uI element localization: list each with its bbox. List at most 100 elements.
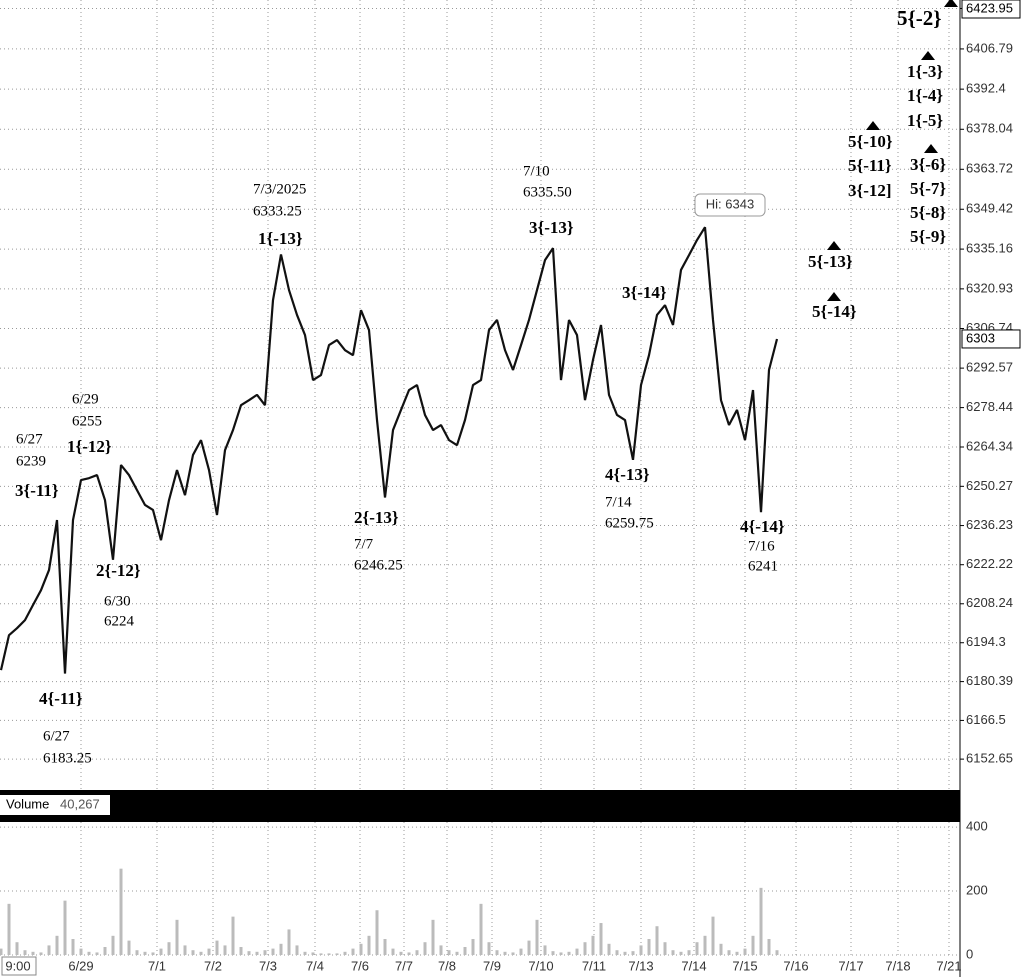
volume-bar [183,945,187,955]
annotation: 3{-11} [15,481,59,500]
price-tag-label: 6303 [966,330,995,345]
annotation: 3{-6} [910,155,946,174]
volume-bar [503,951,507,955]
volume-bar [31,951,35,955]
y-tick-label: 6335.16 [966,241,1013,256]
x-tick-label: 7/21 [936,958,961,973]
volume-title: Volume [6,796,49,811]
annotation: 4{-11} [39,689,83,708]
annotation: 6241 [748,558,778,574]
y-tick-label: 400 [966,819,988,834]
volume-bar [103,947,107,955]
volume-bar [247,951,251,955]
volume-bar [679,951,683,955]
x-tick-label: 6/29 [68,958,93,973]
volume-bar [663,942,667,955]
target-marker [866,121,880,130]
y-tick-label: 6378.04 [966,121,1013,136]
volume-bar [479,903,483,955]
annotation: 6255 [72,413,102,429]
volume-bar [471,939,475,955]
annotation: 5{-14} [812,302,857,321]
volume-bar [631,951,635,955]
volume-bar [775,950,779,955]
volume-bar [519,948,523,955]
volume-bar [263,950,267,955]
volume-bar [591,935,595,955]
volume-bar [607,943,611,955]
volume-bar [767,939,771,955]
volume-bar [175,919,179,955]
volume-bar [567,951,571,955]
volume-bar [551,951,555,955]
volume-bar [55,935,59,955]
volume-bar [495,950,499,955]
volume-bar [23,950,27,955]
x-tick-label: 7/13 [628,958,653,973]
volume-bar [71,939,75,955]
volume-bar [271,948,275,955]
annotation: 3{-14} [622,283,667,302]
volume-bar [687,950,691,955]
y-tick-label: 6392.4 [966,81,1006,96]
annotation: 5{-13} [808,252,853,271]
volume-bar [143,951,147,955]
price-tag-box [961,329,1021,349]
annotation: 3{-13} [529,218,574,237]
annotation: 6/27 [43,728,70,744]
volume-bar [159,948,163,955]
volume-bar [215,940,219,955]
volume-bar [703,935,707,955]
volume-bar [639,945,643,955]
volume-bar [7,903,11,955]
volume-bar [335,953,339,955]
volume-bar [135,950,139,955]
volume-bar [759,887,763,955]
volume-bar [39,952,43,955]
volume-bar [535,919,539,955]
volume-bar [623,951,627,955]
y-tick-label: 6250.27 [966,478,1013,493]
target-marker [924,144,938,153]
volume-bar [0,948,3,955]
volume-bar [655,926,659,955]
target-marker [827,292,841,301]
volume-bar [527,940,531,955]
annotation: 5{-11} [848,156,892,175]
volume-bar [447,950,451,955]
x-tick-label: 7/11 [582,958,606,973]
annotation: 1{-12} [67,437,112,456]
volume-bar [223,945,227,955]
x-label-box [1,956,37,976]
y-tick-label: 6208.24 [966,595,1013,610]
annotation: 1{-3} [907,62,943,81]
volume-bar [167,942,171,955]
x-tick-label: 7/15 [732,958,757,973]
volume-bar [743,948,747,955]
y-tick-label: 6406.79 [966,40,1013,55]
x-tick-label: 7/9 [483,958,501,973]
x-tick-label: 7/18 [885,958,910,973]
volume-bar [583,942,587,955]
y-tick-label: 6236.23 [966,517,1013,532]
y-tick-label: 6152.65 [966,751,1013,766]
volume-bar [311,952,315,955]
volume-bar [95,952,99,955]
annotation: 6183.25 [43,750,92,766]
volume-bar [79,948,83,955]
y-tick-label: 6180.39 [966,673,1013,688]
annotation: 6335.50 [523,184,572,200]
annotation: 6259.75 [605,515,654,531]
annotation: 5{-7} [910,179,946,198]
price-line [0,226,779,674]
volume-bar [407,952,411,955]
volume-bar [111,935,115,955]
volume-bar [231,916,235,955]
volume-bar [47,945,51,955]
annotation: 6/27 [16,431,43,447]
x-tick-label: 7/14 [681,958,706,973]
volume-bar [207,948,211,955]
volume-bar [727,950,731,955]
volume-bar [295,945,299,955]
volume-bar [463,947,467,955]
